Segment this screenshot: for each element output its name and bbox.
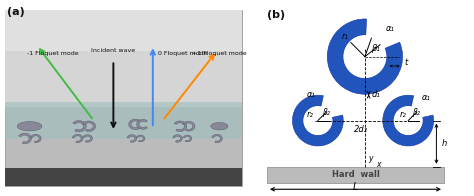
Ellipse shape <box>211 122 228 130</box>
Text: y: y <box>368 154 372 163</box>
Bar <box>5 168 242 186</box>
Text: x: x <box>376 160 381 169</box>
Text: (a): (a) <box>8 7 25 17</box>
Bar <box>5 10 242 107</box>
Text: (b): (b) <box>267 10 285 20</box>
Text: β₂: β₂ <box>322 108 329 117</box>
Wedge shape <box>212 134 222 143</box>
Circle shape <box>304 107 332 134</box>
Wedge shape <box>82 121 96 132</box>
Text: α₁: α₁ <box>307 90 316 99</box>
Wedge shape <box>137 119 147 129</box>
Wedge shape <box>73 134 83 143</box>
Wedge shape <box>383 95 434 146</box>
Text: 2d₂: 2d₂ <box>354 125 368 134</box>
Text: L: L <box>353 182 358 192</box>
Text: α₁: α₁ <box>422 93 431 102</box>
Text: β₂: β₂ <box>412 108 420 117</box>
Wedge shape <box>183 135 192 142</box>
Text: α₁: α₁ <box>386 24 394 33</box>
Wedge shape <box>30 134 41 143</box>
Text: β₁: β₁ <box>372 44 380 53</box>
Wedge shape <box>137 135 145 142</box>
Text: Incident wave: Incident wave <box>91 48 136 53</box>
Ellipse shape <box>17 122 42 131</box>
Wedge shape <box>83 135 92 142</box>
Wedge shape <box>327 19 402 94</box>
Text: r₂: r₂ <box>307 110 313 119</box>
Text: d₁: d₁ <box>372 90 380 99</box>
Wedge shape <box>127 135 137 142</box>
Wedge shape <box>173 135 182 142</box>
Wedge shape <box>174 121 187 132</box>
Text: t: t <box>404 58 408 67</box>
Text: 0 Floquet mode: 0 Floquet mode <box>158 51 207 56</box>
Wedge shape <box>128 119 140 130</box>
Text: Hard  wall: Hard wall <box>331 170 380 179</box>
Bar <box>267 167 444 183</box>
Text: +1 Floquet mode: +1 Floquet mode <box>192 51 247 56</box>
Wedge shape <box>183 121 195 131</box>
Text: -1 Floquet mode: -1 Floquet mode <box>27 51 79 56</box>
Wedge shape <box>73 121 86 132</box>
Text: r₂: r₂ <box>400 110 407 119</box>
Circle shape <box>344 36 386 77</box>
Wedge shape <box>18 133 32 144</box>
Wedge shape <box>292 95 343 146</box>
Bar <box>5 10 242 51</box>
Text: h: h <box>442 139 447 148</box>
Bar <box>5 102 242 139</box>
Circle shape <box>394 107 422 134</box>
Text: r₁: r₁ <box>342 32 349 41</box>
